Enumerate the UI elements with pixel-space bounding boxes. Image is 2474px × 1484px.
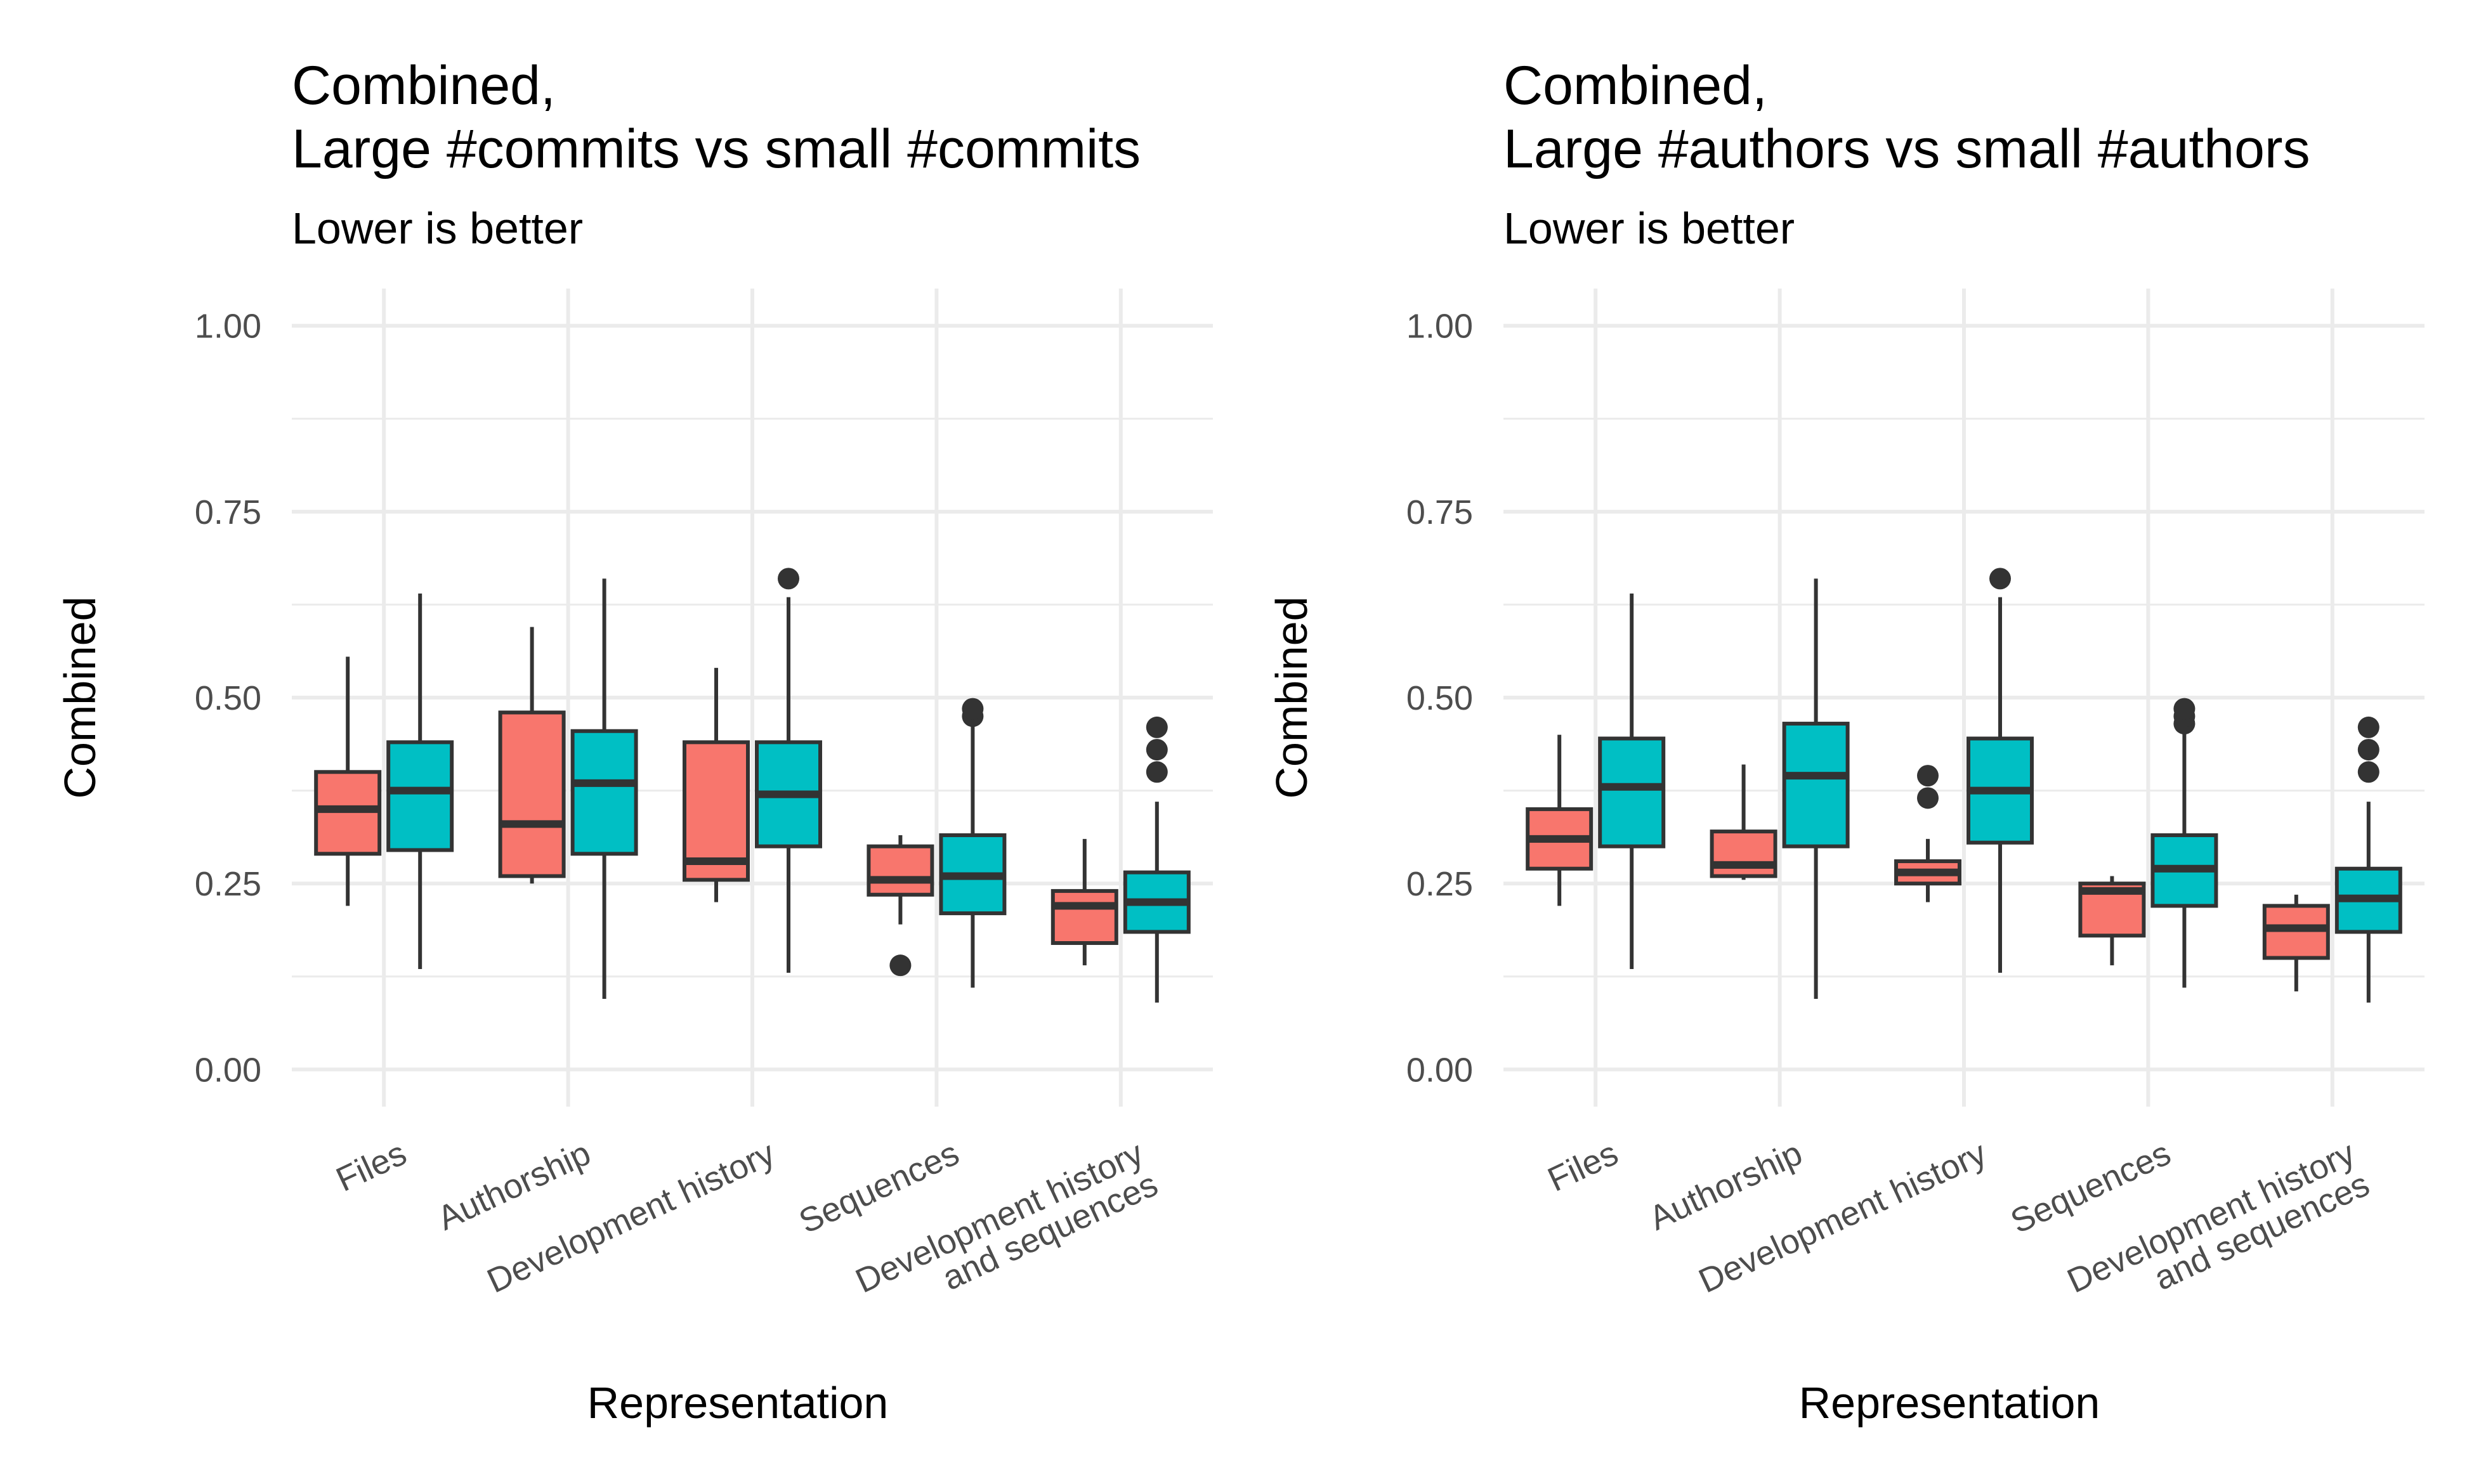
box-group_b-0 (386, 593, 454, 970)
box-iqr (1782, 722, 1850, 849)
box-group_b-0 (1598, 593, 1666, 970)
x-axis-title: Representation (1799, 1378, 2100, 1428)
x-tick-label-line: Authorship (1644, 1134, 1808, 1237)
x-tick-label: Files (1542, 1134, 1624, 1199)
chart-panel-authors: Combined, Large #authors vs small #autho… (1212, 0, 2449, 1484)
box-group_b-4 (1123, 716, 1191, 1003)
box-group_a-0 (1526, 734, 1594, 906)
outlier-point (1989, 568, 2011, 590)
outlier-point (2173, 698, 2196, 720)
outlier-point (1917, 787, 1939, 809)
box-group_a-2 (1894, 765, 1961, 902)
x-tick-label: Authorship (1644, 1134, 1808, 1237)
y-tick-label: 0.25 (195, 865, 261, 903)
x-tick-label-line: Files (331, 1134, 412, 1199)
outlier-point (1146, 761, 1168, 783)
box-group_a-3 (867, 835, 934, 977)
x-axis-title: Representation (587, 1378, 889, 1428)
y-tick-label: 0.75 (195, 493, 261, 531)
y-tick-label: 1.00 (195, 308, 261, 346)
x-tick-label-line: Authorship (432, 1134, 596, 1237)
chart-title: Combined, Large #commits vs small #commi… (292, 54, 1141, 181)
outlier-point (1146, 716, 1168, 738)
outlier-point (889, 954, 912, 977)
chart-title-line-1: Combined, (292, 55, 556, 116)
chart-title-line-2: Large #commits vs small #commits (292, 119, 1141, 179)
y-tick-label: 0.25 (1406, 865, 1473, 903)
box-iqr (1710, 830, 1777, 878)
box-iqr (570, 729, 638, 856)
outlier-point (1917, 765, 1939, 787)
outlier-point (2357, 716, 2379, 738)
box-group_a-1 (1710, 764, 1777, 880)
box-iqr (867, 844, 934, 897)
x-tick-label: Authorship (432, 1134, 596, 1237)
y-tick-label: 0.00 (195, 1051, 261, 1089)
outlier-point (2357, 739, 2379, 761)
box-group_b-1 (1782, 578, 1850, 999)
y-tick-label: 1.00 (1406, 308, 1473, 346)
box-group_a-3 (2078, 876, 2146, 966)
box-group_b-3 (939, 698, 1007, 988)
outlier-point (962, 698, 984, 720)
chart-title-line-2: Large #authors vs small #authors (1503, 119, 2310, 179)
box-iqr (683, 740, 750, 882)
outlier-point (2357, 761, 2379, 783)
box-group_b-4 (2334, 716, 2402, 1003)
box-group_b-3 (2150, 698, 2218, 988)
box-iqr (498, 710, 566, 878)
box-group_b-2 (755, 568, 822, 973)
y-tick-label: 0.50 (1406, 679, 1473, 717)
box-group_a-2 (683, 668, 750, 902)
outlier-point (778, 568, 799, 590)
box-group_b-2 (1967, 568, 2034, 973)
box-group_a-4 (2262, 894, 2330, 992)
y-tick-label: 0.75 (1406, 493, 1473, 531)
chart-title-line-1: Combined, (1503, 55, 1767, 116)
box-group_a-4 (1050, 838, 1118, 966)
y-tick-label: 0.00 (1406, 1051, 1473, 1089)
chart-subtitle: Lower is better (1503, 204, 1795, 253)
x-tick-label: Files (331, 1134, 412, 1199)
chart-panel-commits: Combined, Large #commits vs small #commi… (55, 54, 1213, 1428)
y-axis-title: Combined (55, 596, 105, 798)
y-tick-label: 0.50 (195, 679, 261, 717)
box-iqr (1050, 888, 1118, 945)
box-group_b-1 (570, 578, 638, 999)
box-iqr (386, 740, 454, 852)
chart-title: Combined, Large #authors vs small #autho… (1503, 54, 2310, 181)
box-iqr (1598, 736, 1666, 849)
box-group_a-0 (314, 656, 382, 906)
chart-subtitle: Lower is better (292, 204, 584, 253)
box-group_a-1 (498, 627, 566, 884)
y-axis-title: Combined (1267, 596, 1316, 798)
x-tick-label-line: Files (1542, 1134, 1624, 1199)
outlier-point (1146, 739, 1168, 761)
